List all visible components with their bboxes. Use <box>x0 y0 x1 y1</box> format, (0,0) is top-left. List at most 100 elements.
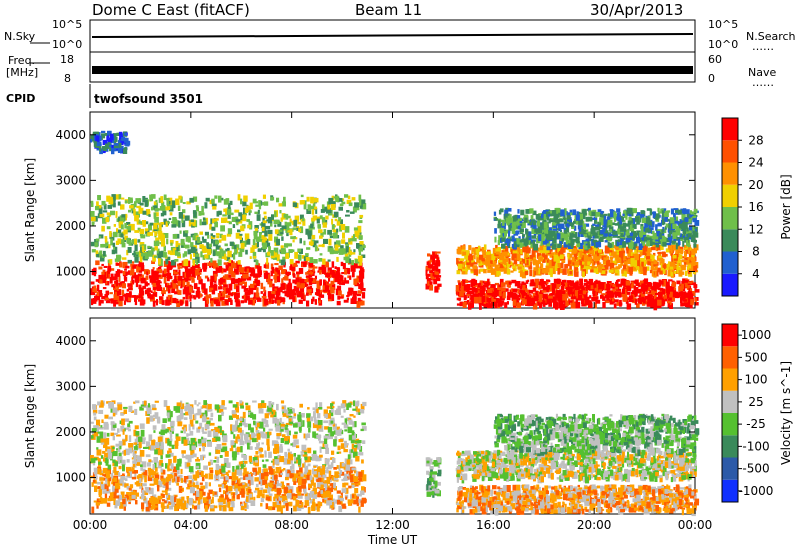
power-cell <box>565 225 570 233</box>
power-cell <box>351 271 355 278</box>
power-cell <box>689 247 693 251</box>
power-cell <box>182 202 186 204</box>
power-cell <box>120 148 125 154</box>
power-cell <box>158 232 163 240</box>
power-cell <box>329 269 335 275</box>
power-cell <box>626 207 632 214</box>
power-cell <box>180 286 183 289</box>
power-cell <box>553 254 559 262</box>
power-cell <box>659 269 664 275</box>
velocity-cell <box>90 475 94 479</box>
power-cell <box>575 232 578 239</box>
power-cell <box>213 263 216 269</box>
power-cell <box>213 273 217 281</box>
power-cell <box>298 254 302 261</box>
power-cell <box>191 271 195 278</box>
power-cell <box>142 220 146 225</box>
power-cell <box>154 300 159 303</box>
power-cell <box>528 240 531 245</box>
power-cell <box>513 230 519 236</box>
power-cell <box>277 275 281 283</box>
power-cell <box>179 230 182 234</box>
power-cell <box>112 202 116 208</box>
power-cell <box>113 133 118 136</box>
power-cell <box>502 292 506 299</box>
power-cell <box>548 293 552 296</box>
power-cell <box>240 242 245 249</box>
power-cell <box>218 195 222 203</box>
power-cell <box>261 296 267 299</box>
power-cell <box>621 269 624 274</box>
power-cell <box>114 273 118 280</box>
power-cell <box>328 197 334 205</box>
power-cell <box>306 277 309 283</box>
power-cell <box>598 284 601 287</box>
power-cell <box>359 214 364 218</box>
power-cell <box>314 240 319 244</box>
power-cell <box>516 246 521 253</box>
power-cell <box>148 287 151 291</box>
power-cell <box>273 247 279 255</box>
power-cell <box>641 261 644 267</box>
velocity-cell <box>341 505 347 509</box>
power-cell <box>600 230 605 235</box>
power-cell <box>339 280 343 285</box>
power-cell <box>191 265 196 272</box>
power-cell <box>560 285 565 291</box>
power-cell <box>535 214 540 220</box>
power-cell <box>336 300 341 306</box>
power-cell <box>598 236 601 244</box>
power-cell <box>634 241 637 245</box>
power-cell <box>565 239 569 245</box>
power-cell <box>572 232 577 238</box>
power-cell <box>316 289 321 296</box>
power-cell <box>287 229 290 233</box>
power-cell <box>99 235 102 239</box>
power-cell <box>171 286 176 293</box>
power-cell <box>582 212 586 220</box>
power-cell <box>121 242 126 248</box>
power-cell <box>640 226 644 233</box>
power-cell <box>250 283 255 288</box>
power-cell <box>473 296 479 304</box>
velocity-cell <box>196 484 200 490</box>
power-cell <box>505 258 509 263</box>
power-cell <box>581 285 585 291</box>
power-cell <box>158 224 162 231</box>
velocity-cell <box>261 493 265 499</box>
power-cell <box>643 288 647 291</box>
power-cell <box>511 244 515 249</box>
power-cell <box>313 259 318 264</box>
velocity-cell <box>195 495 199 501</box>
power-cell <box>102 139 108 145</box>
power-cell <box>172 248 176 255</box>
power-cell <box>244 291 249 296</box>
power-cell <box>636 303 640 308</box>
power-cell <box>271 300 274 304</box>
power-cell <box>552 237 557 244</box>
power-cell <box>514 241 517 248</box>
power-cell <box>683 296 686 300</box>
power-cell <box>134 244 138 252</box>
power-cell <box>171 224 177 228</box>
power-cell <box>101 225 105 232</box>
velocity-cell <box>297 493 303 499</box>
power-cell <box>616 241 620 247</box>
power-cell <box>237 229 241 233</box>
power-cell <box>563 221 567 224</box>
power-cell <box>183 285 187 292</box>
power-cell <box>114 282 117 286</box>
power-cell <box>309 260 314 268</box>
power-cell <box>193 212 197 218</box>
power-cell <box>324 285 327 289</box>
power-cell <box>534 278 540 284</box>
power-cell <box>429 264 434 269</box>
power-cell <box>555 293 560 299</box>
power-cell <box>536 220 541 227</box>
power-cell <box>110 210 115 216</box>
power-cell <box>245 295 250 301</box>
freq-trace <box>92 66 693 74</box>
power-cell <box>186 274 191 281</box>
power-cell <box>635 281 639 286</box>
power-cell <box>618 302 621 305</box>
